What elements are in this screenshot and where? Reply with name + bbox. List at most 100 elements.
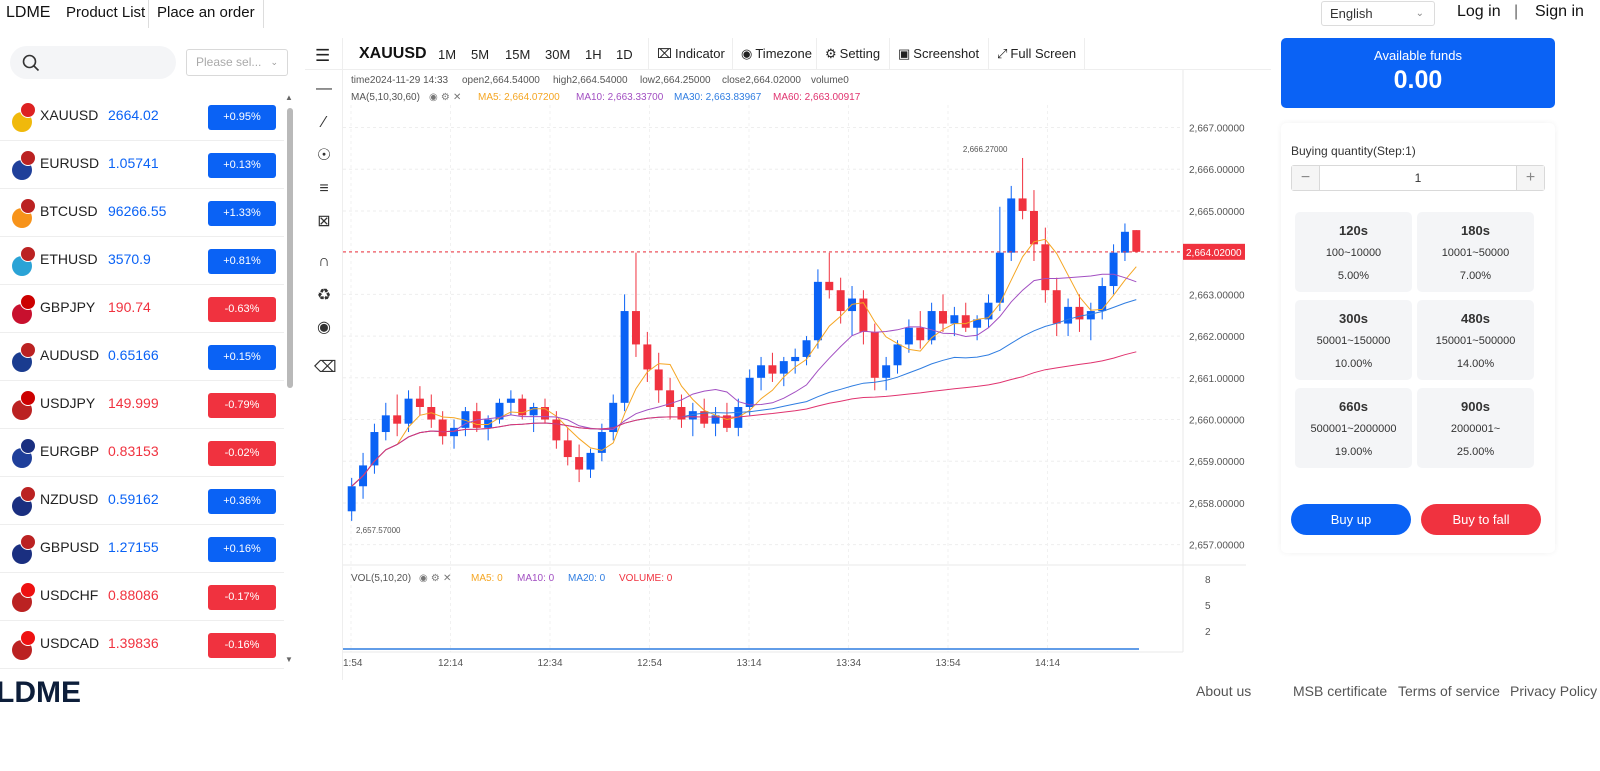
interval-1d[interactable]: 1D [616, 47, 633, 62]
horizontal-line-icon[interactable]: — [316, 80, 332, 97]
product-row[interactable]: EURGBP 0.83153 -0.02% [0, 429, 284, 477]
volume-tick-label: 2 [1205, 627, 1211, 638]
footer-terms-link[interactable]: Terms of service [1398, 683, 1500, 699]
trash-icon[interactable]: ⌫ [314, 359, 337, 376]
time-axis: 1:54 12:14 12:34 12:54 13:14 13:34 13:54 14:14 [343, 658, 1060, 669]
product-change-badge: -0.63% [208, 297, 276, 322]
signup-link[interactable]: Sign in [1535, 3, 1584, 20]
language-select[interactable]: English ⌄ [1321, 1, 1435, 26]
ma60-line [351, 351, 1137, 487]
indicator-button[interactable]: ⌧ Indicator [657, 46, 725, 62]
login-link[interactable]: Log in [1457, 3, 1501, 20]
chart-min-label: 2,657.57000 [356, 526, 401, 535]
candle-body [836, 290, 845, 312]
duration-option-300s[interactable]: 300s 50001~150000 10.00% [1295, 300, 1412, 380]
eye-icon[interactable]: ◉ [317, 319, 331, 336]
duration-option-120s[interactable]: 120s 100~10000 5.00% [1295, 212, 1412, 292]
category-select[interactable]: Please sel... ⌄ [186, 49, 288, 76]
product-price: 0.65166 [108, 347, 159, 363]
buy-up-button[interactable]: Buy up [1291, 504, 1411, 535]
option-range: 500001~2000000 [1310, 423, 1397, 435]
footer-msb-link[interactable]: MSB certificate [1293, 683, 1388, 699]
interval-1m[interactable]: 1M [438, 47, 457, 62]
interval-1h[interactable]: 1H [585, 47, 602, 62]
candle-body [1109, 252, 1118, 287]
quantity-input[interactable]: 1 [1414, 171, 1422, 185]
product-row[interactable]: ETHUSD 3570.9 +0.81% [0, 237, 284, 285]
timezone-button[interactable]: ◉ Timezone [741, 46, 812, 62]
quantity-decrement-button[interactable]: − [1292, 166, 1320, 190]
quantity-increment-button[interactable]: + [1516, 166, 1544, 190]
flag-quote-icon [20, 486, 36, 502]
volume-tick-label: 5 [1205, 601, 1211, 612]
currency-flag-icon [12, 198, 37, 228]
time-tick-label: 13:54 [935, 658, 960, 669]
product-row[interactable]: USDCHF 0.88086 -0.17% [0, 573, 284, 621]
setting-button[interactable]: ⚙ Setting [825, 46, 880, 62]
eye-icon[interactable]: ◉ ⚙ ✕ [419, 573, 451, 584]
option-rate: 19.00% [1334, 446, 1373, 458]
scroll-down-icon[interactable]: ▼ [285, 655, 293, 664]
duration-option-900s[interactable]: 900s 2000001~ 25.00% [1417, 388, 1534, 468]
product-change-badge: +0.13% [208, 153, 276, 178]
screenshot-button[interactable]: ▣ Screenshot [898, 46, 979, 62]
menu-icon[interactable]: ☰ [315, 46, 331, 65]
product-list-scrollbar[interactable]: ▲ ▼ [285, 93, 293, 673]
duration-option-480s[interactable]: 480s 150001~500000 14.00% [1417, 300, 1534, 380]
product-row[interactable]: USDJPY 149.999 -0.79% [0, 381, 284, 429]
product-row[interactable]: AUDUSD 0.65166 +0.15% [0, 333, 284, 381]
footer: LDME About us MSB certificate Terms of s… [0, 676, 1600, 771]
product-price: 2664.02 [108, 107, 159, 123]
interval-30m[interactable]: 30M [545, 47, 571, 62]
timezone-label: Timezone [755, 46, 812, 61]
magnet-icon[interactable]: ∩ [318, 253, 330, 270]
option-rate: 5.00% [1337, 270, 1370, 282]
currency-flag-icon [12, 486, 37, 516]
trend-line-icon[interactable]: ∕ [322, 114, 326, 131]
product-row[interactable]: GBPUSD 1.27155 +0.16% [0, 525, 284, 573]
volume-tick-label: 8 [1205, 575, 1211, 586]
nav-place-order[interactable]: Place an order [148, 0, 264, 28]
candle-body [882, 365, 891, 378]
setting-label: Setting [839, 46, 881, 61]
product-change-badge: -0.17% [208, 585, 276, 610]
candle-body [757, 365, 766, 378]
candlestick-chart[interactable]: time2024-11-29 14:33 open2,664.54000 hig… [343, 70, 1271, 680]
toolbar-divider [988, 38, 989, 70]
shape-tool-icon[interactable]: ⊠ [317, 213, 331, 230]
duration-option-660s[interactable]: 660s 500001~2000000 19.00% [1295, 388, 1412, 468]
scroll-up-icon[interactable]: ▲ [285, 93, 293, 102]
legend-volume: volume0 [811, 75, 849, 86]
candle-body [404, 398, 413, 424]
unlock-icon[interactable]: ♻ [316, 287, 332, 304]
product-row[interactable]: BTCUSD 96266.55 +1.33% [0, 189, 284, 237]
flag-quote-icon [20, 294, 36, 310]
circle-tool-icon[interactable]: ☉ [316, 147, 332, 164]
product-change-badge: -0.02% [208, 441, 276, 466]
scrollbar-thumb[interactable] [287, 108, 293, 388]
candle-body [950, 315, 959, 324]
eye-icon[interactable]: ◉ ⚙ ✕ [429, 92, 461, 103]
buy-fall-button[interactable]: Buy to fall [1421, 504, 1541, 535]
interval-5m[interactable]: 5M [471, 47, 490, 62]
product-row[interactable]: XAUUSD 2664.02 +0.95% [0, 93, 284, 141]
product-row[interactable]: NZDUSD 0.59162 +0.36% [0, 477, 284, 525]
product-row[interactable]: GBPJPY 190.74 -0.63% [0, 285, 284, 333]
candle-body [1029, 210, 1038, 245]
footer-privacy-link[interactable]: Privacy Policy [1510, 683, 1598, 699]
interval-15m[interactable]: 15M [505, 47, 531, 62]
fib-lines-icon[interactable]: ≡ [319, 180, 329, 197]
price-tick-label: 2,667.00000 [1189, 124, 1245, 135]
product-row[interactable]: USDCAD 1.39836 -0.16% [0, 621, 284, 669]
fullscreen-button[interactable]: ⤢ Full Screen [997, 46, 1076, 62]
product-row[interactable]: EURUSD 1.05741 +0.13% [0, 141, 284, 189]
nav-product-list[interactable]: Product List [66, 4, 146, 21]
brand-logo[interactable]: LDME [6, 4, 51, 21]
candle-body [711, 415, 720, 424]
footer-about-link[interactable]: About us [1196, 683, 1252, 699]
product-name: EURUSD [40, 155, 100, 171]
candle-body [1041, 244, 1050, 291]
currency-flag-icon [12, 534, 37, 564]
duration-option-180s[interactable]: 180s 10001~50000 7.00% [1417, 212, 1534, 292]
search-input[interactable] [10, 46, 176, 79]
